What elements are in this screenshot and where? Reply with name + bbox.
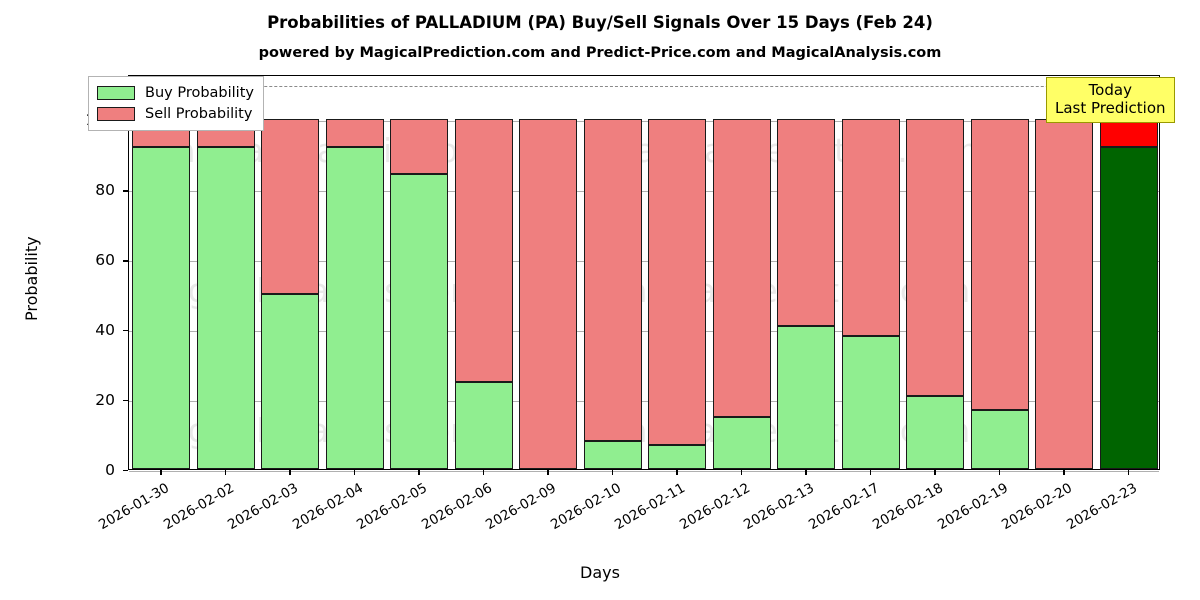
bar-segment-buy xyxy=(906,395,965,469)
bar-segment-buy xyxy=(777,325,836,469)
bar-segment-sell xyxy=(261,119,320,295)
x-tick-mark xyxy=(869,470,872,475)
bar-group xyxy=(132,74,191,469)
bar-segment-sell xyxy=(906,119,965,396)
y-tick-mark xyxy=(123,190,128,192)
bar-segment-buy xyxy=(1099,147,1158,469)
y-tick-label: 80 xyxy=(95,181,115,200)
y-axis-label: Probability xyxy=(22,235,41,321)
bar-segment-buy xyxy=(261,294,320,469)
today-label-line1: Today xyxy=(1088,81,1132,99)
bar-group xyxy=(261,74,320,469)
x-tick-mark xyxy=(224,470,227,475)
x-tick-mark xyxy=(160,470,162,475)
legend-label-sell: Sell Probability xyxy=(145,105,253,122)
bar-segment-sell xyxy=(583,119,642,442)
x-tick-mark xyxy=(547,470,549,475)
y-tick-mark xyxy=(123,400,128,402)
x-tick-mark xyxy=(482,470,485,475)
bar-segment-sell xyxy=(454,119,513,382)
bar-segment-buy xyxy=(390,173,449,469)
x-tick-mark xyxy=(934,470,936,475)
bar-segment-sell xyxy=(841,119,900,337)
legend-label-buy: Buy Probability xyxy=(145,84,254,101)
bar-group xyxy=(1099,74,1158,469)
y-tick-mark xyxy=(123,470,128,472)
x-tick-mark xyxy=(289,470,291,475)
bar-group xyxy=(841,74,900,469)
page-title: Probabilities of PALLADIUM (PA) Buy/Sell… xyxy=(267,13,933,32)
bar-segment-buy xyxy=(970,409,1029,469)
bar-segment-buy xyxy=(712,416,771,469)
bar-group xyxy=(777,74,836,469)
chart-subtitle: powered by MagicalPrediction.com and Pre… xyxy=(258,45,942,61)
bar-segment-sell xyxy=(648,119,707,445)
x-tick-mark xyxy=(740,470,743,475)
x-tick-mark xyxy=(353,470,356,475)
bar-segment-sell xyxy=(712,119,771,417)
bar-group xyxy=(970,74,1029,469)
x-tick-mark xyxy=(611,470,614,475)
plot-area: MagicalAnalysis.comMagicalPrediction.com… xyxy=(128,75,1160,472)
bar-group xyxy=(196,74,255,469)
y-tick-label: 20 xyxy=(95,391,115,410)
bar-series-layer xyxy=(129,76,1159,469)
gridline-y-60 xyxy=(129,261,1159,263)
bar-group xyxy=(906,74,965,469)
x-tick-mark xyxy=(998,470,1001,475)
bar-group xyxy=(390,74,449,469)
bar-group xyxy=(454,74,513,469)
legend-item-buy: Buy Probability xyxy=(97,82,254,103)
bar-group xyxy=(519,74,578,469)
x-tick-mark xyxy=(676,470,678,475)
legend-swatch-sell xyxy=(97,106,135,121)
bar-segment-sell xyxy=(1035,119,1094,469)
bar-segment-buy xyxy=(196,147,255,469)
gridline-y-100 xyxy=(129,121,1159,123)
bar-segment-buy xyxy=(841,336,900,469)
reference-dashed-line xyxy=(129,86,1159,88)
bar-segment-buy xyxy=(325,147,384,469)
y-tick-label: 40 xyxy=(95,321,115,340)
bar-group xyxy=(712,74,771,469)
x-tick-mark xyxy=(1127,470,1130,475)
gridline-y-80 xyxy=(129,191,1159,193)
bar-group xyxy=(1035,74,1094,469)
bar-segment-sell xyxy=(390,119,449,174)
y-tick-label: 60 xyxy=(95,251,115,270)
legend-item-sell: Sell Probability xyxy=(97,103,254,124)
chart-legend: Buy Probability Sell Probability xyxy=(88,76,264,131)
bar-segment-sell xyxy=(325,119,384,148)
bar-segment-buy xyxy=(132,147,191,469)
bar-segment-buy xyxy=(648,444,707,469)
y-tick-mark xyxy=(123,330,128,332)
bar-group xyxy=(583,74,642,469)
bar-segment-sell xyxy=(1099,119,1158,148)
legend-swatch-buy xyxy=(97,85,135,100)
bar-segment-sell xyxy=(970,119,1029,410)
y-tick-mark xyxy=(123,260,128,262)
bar-group xyxy=(325,74,384,469)
gridline-y-0 xyxy=(129,471,1159,472)
bar-segment-sell xyxy=(777,119,836,326)
today-label-line2: Last Prediction xyxy=(1055,98,1166,117)
today-annotation: Today Last Prediction xyxy=(1046,77,1175,124)
x-tick-mark xyxy=(805,470,807,475)
bar-segment-sell xyxy=(519,119,578,469)
y-tick-label: 0 xyxy=(105,461,115,479)
x-tick-mark xyxy=(418,470,420,475)
bar-group xyxy=(648,74,707,469)
gridline-y-20 xyxy=(129,401,1159,403)
x-tick-mark xyxy=(1063,470,1065,475)
bar-segment-buy xyxy=(583,441,642,469)
gridline-y-40 xyxy=(129,331,1159,333)
bar-segment-buy xyxy=(454,381,513,469)
x-axis-label: Days xyxy=(580,563,620,582)
